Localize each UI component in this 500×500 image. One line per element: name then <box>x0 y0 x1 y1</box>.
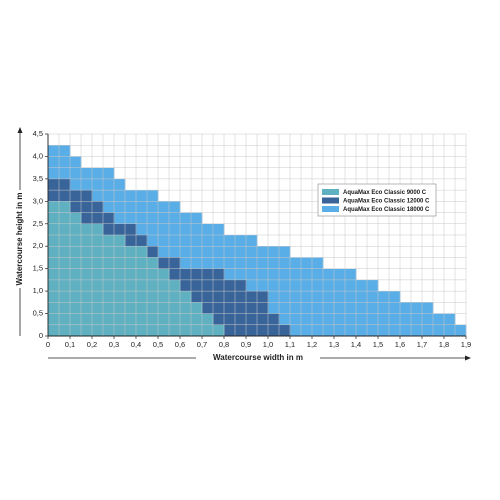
x-axis-title: Watercourse width in m <box>213 353 303 362</box>
x-tick-label: 0,7 <box>197 340 207 349</box>
series-3-step-6 <box>147 257 159 336</box>
y-tick-label: 1,5 <box>33 264 43 273</box>
y-tick-label: 1,0 <box>33 286 43 295</box>
series-3-step-12 <box>213 324 225 336</box>
y-tick-label: 0 <box>39 331 43 340</box>
legend-label: AquaMax Eco Classic 18000 C <box>343 207 430 213</box>
grid-layer <box>47 133 467 337</box>
legend-swatch <box>322 206 339 212</box>
x-tick-label: 0,4 <box>131 340 141 349</box>
x-tick-label: 1,6 <box>395 340 405 349</box>
legend-label: AquaMax Eco Classic 12000 C <box>343 199 430 205</box>
series-3-step-2 <box>70 212 82 336</box>
tick-layer: 0 0,1 0,2 0,3 0,4 0,5 0,6 0,7 0,8 0,9 1,0 1,1 1,2 1,3… <box>33 129 472 349</box>
y-tick-label: 3,0 <box>33 196 43 205</box>
x-tick-label: 1,2 <box>307 340 317 349</box>
y-tick-label: 4,0 <box>33 151 43 160</box>
legend: AquaMax Eco Classic 9000 C AquaMax Eco Cl… <box>317 183 437 217</box>
y-axis-arrow-head <box>17 127 23 133</box>
y-tick-label: 3,5 <box>33 174 43 183</box>
x-tick-label: 0,9 <box>241 340 251 349</box>
x-tick-label: 1,1 <box>285 340 295 349</box>
x-tick-label: 0,8 <box>219 340 229 349</box>
x-tick-label: 0,3 <box>109 340 119 349</box>
x-tick-label: 1,3 <box>329 340 339 349</box>
x-tick-label: 0,2 <box>87 340 97 349</box>
legend-items: AquaMax Eco Classic 9000 C AquaMax Eco Cl… <box>322 189 430 213</box>
y-axis-title: Watercourse height in m <box>15 192 24 285</box>
legend-item: AquaMax Eco Classic 12000 C <box>322 197 430 205</box>
y-tick-label: 2,0 <box>33 241 43 250</box>
series-3-step-8 <box>169 279 181 336</box>
series-1-step-17 <box>455 324 467 336</box>
x-tick-label: 1,5 <box>373 340 383 349</box>
series-1-step-11 <box>290 257 324 336</box>
legend-swatch <box>322 189 339 195</box>
series-1-step-15 <box>400 302 434 336</box>
series-3-step-10 <box>191 302 203 336</box>
series-2-step-13 <box>279 324 291 336</box>
x-axis-title-group: Watercourse width in m <box>48 351 471 365</box>
legend-item: AquaMax Eco Classic 18000 C <box>322 206 430 213</box>
x-tick-label: 0,1 <box>65 340 75 349</box>
x-tick-label: 0,6 <box>175 340 185 349</box>
legend-item: AquaMax Eco Classic 9000 C <box>322 189 427 196</box>
x-axis-arrow-head <box>465 355 471 361</box>
x-tick-label: 1,8 <box>439 340 449 349</box>
x-tick-label: 1,9 <box>461 340 471 349</box>
x-tick-label: 1,7 <box>417 340 427 349</box>
y-tick-label: 2,5 <box>33 219 43 228</box>
axes-layer <box>47 134 466 337</box>
legend-label: AquaMax Eco Classic 9000 C <box>343 190 427 196</box>
y-tick-label: 0,5 <box>33 309 43 318</box>
x-tick-label: 0,5 <box>153 340 163 349</box>
x-tick-label: 1,0 <box>263 340 273 349</box>
y-axis-title-group: Watercourse height in m <box>13 127 27 336</box>
x-tick-label: 0 <box>46 340 50 349</box>
legend-swatch <box>322 197 339 204</box>
y-tick-label: 4,5 <box>33 129 43 138</box>
x-tick-label: 1,4 <box>351 340 361 349</box>
